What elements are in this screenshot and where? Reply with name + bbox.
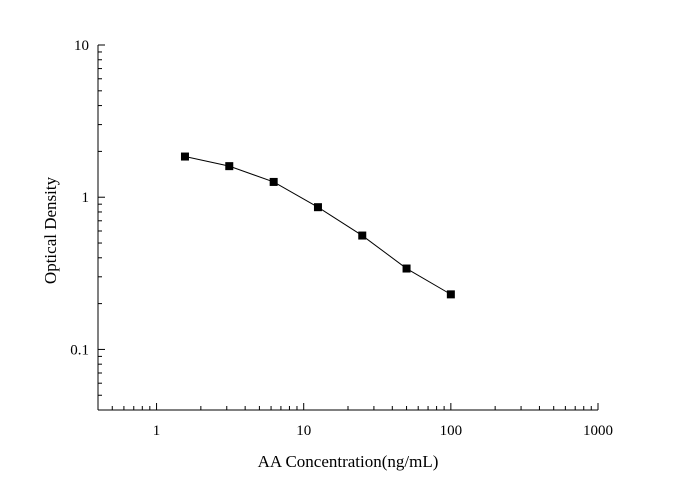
x-tick-label: 10 <box>296 423 311 439</box>
series-layer <box>180 152 455 299</box>
data-point-marker <box>446 290 455 299</box>
y-ticks <box>98 44 105 411</box>
data-point-marker <box>402 264 411 273</box>
y-tick-label: 10 <box>74 38 89 54</box>
x-tick-label: 1 <box>153 423 161 439</box>
data-point-marker <box>180 152 189 161</box>
data-point-marker <box>269 177 278 186</box>
series-line <box>184 156 452 295</box>
data-point-marker <box>313 203 322 212</box>
x-axis-title: AA Concentration(ng/mL) <box>258 452 439 471</box>
axes <box>97 45 598 411</box>
y-tick-labels: 0.1 1 10 <box>70 38 89 358</box>
x-tick-labels: 1 10 100 1000 <box>153 423 613 439</box>
y-tick-label: 0.1 <box>70 342 89 358</box>
x-ticks <box>97 403 599 410</box>
y-tick-label: 1 <box>82 190 90 206</box>
y-axis-title: Optical Density <box>41 176 60 284</box>
data-point-marker <box>358 231 367 240</box>
x-tick-label: 1000 <box>583 423 613 439</box>
x-tick-label: 100 <box>440 423 463 439</box>
data-point-marker <box>225 162 234 171</box>
